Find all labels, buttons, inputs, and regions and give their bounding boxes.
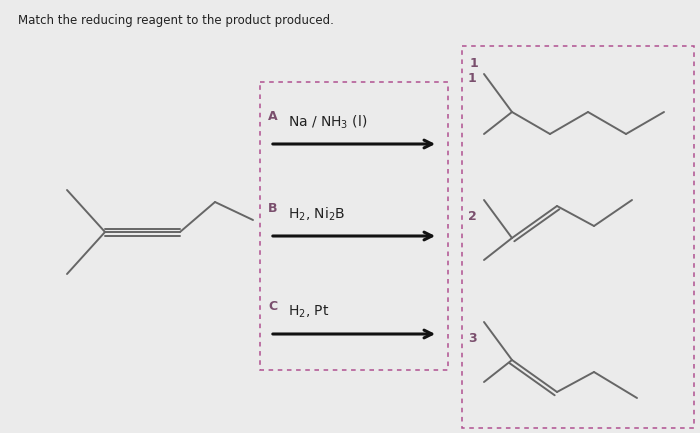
Bar [462,46,694,428]
Text: A: A [268,110,278,123]
Text: H$_2$, Pt: H$_2$, Pt [288,304,330,320]
Text: C: C [268,300,277,313]
Text: 3: 3 [468,332,477,345]
Text: 1: 1 [468,72,477,85]
Text: 1: 1 [470,57,479,70]
Text: B: B [268,202,277,215]
Text: Match the reducing reagent to the product produced.: Match the reducing reagent to the produc… [18,14,334,27]
Bar [260,82,448,370]
Text: Na / NH$_3$ (l): Na / NH$_3$ (l) [288,113,368,131]
Text: 2: 2 [468,210,477,223]
Text: H$_2$, Ni$_2$B: H$_2$, Ni$_2$B [288,205,346,223]
